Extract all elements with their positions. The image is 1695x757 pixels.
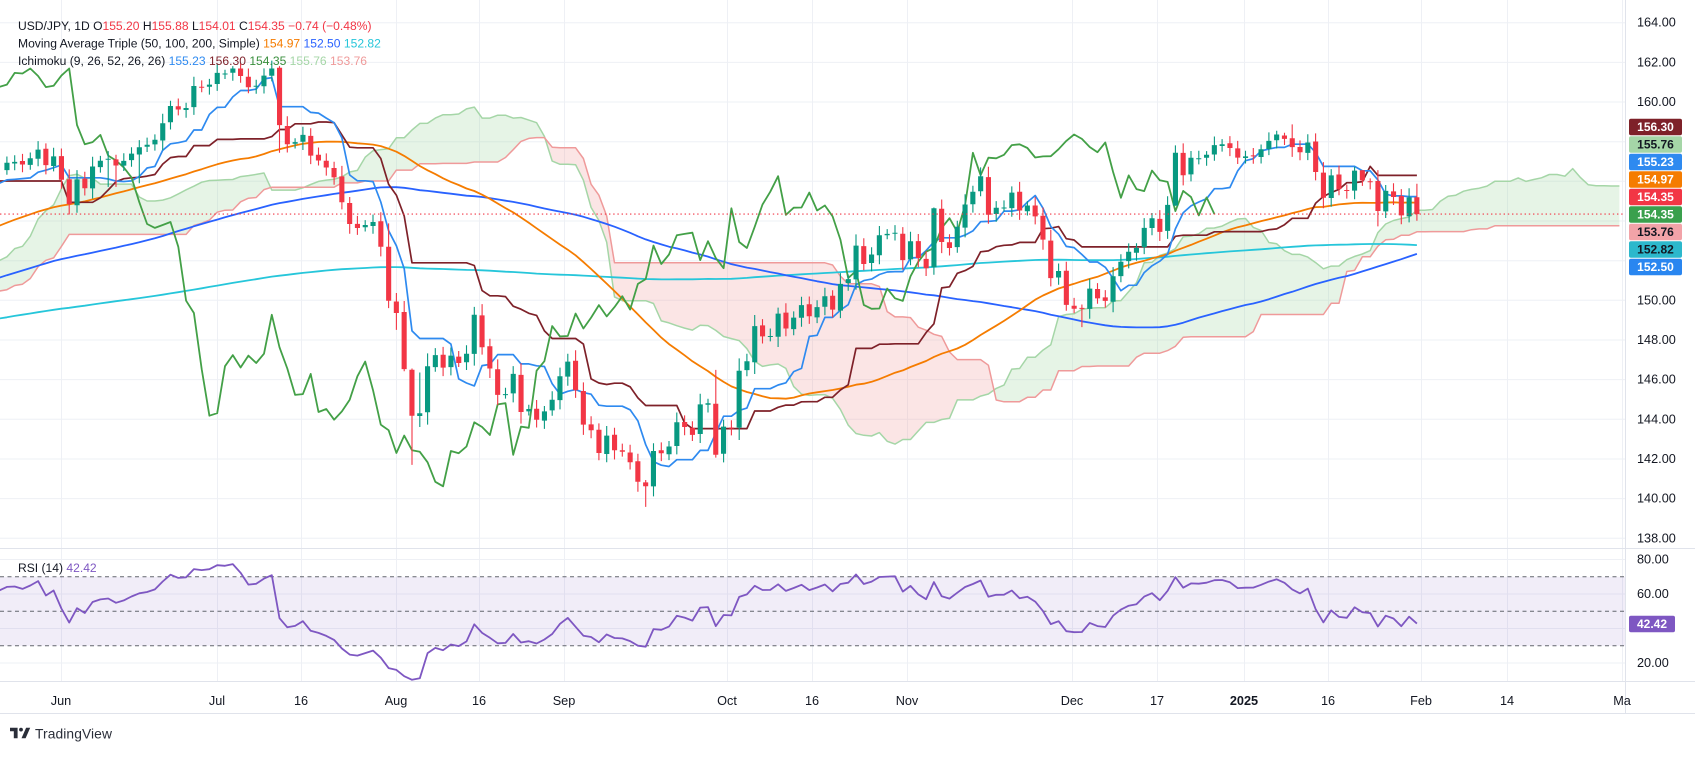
svg-text:Ma: Ma: [1613, 694, 1632, 708]
svg-text:154.35: 154.35: [1637, 190, 1674, 204]
svg-text:80.00: 80.00: [1637, 553, 1669, 567]
svg-text:164.00: 164.00: [1637, 16, 1676, 30]
svg-text:16: 16: [805, 694, 819, 708]
svg-text:Moving Average Triple (50, 100: Moving Average Triple (50, 100, 200, Sim…: [18, 37, 381, 51]
svg-text:144.00: 144.00: [1637, 412, 1676, 426]
svg-text:Jun: Jun: [51, 694, 71, 708]
svg-text:Sep: Sep: [553, 694, 576, 708]
svg-text:154.97: 154.97: [1637, 173, 1674, 187]
svg-text:152.50: 152.50: [1637, 260, 1674, 274]
svg-text:162.00: 162.00: [1637, 55, 1676, 69]
svg-text:USD/JPY, 1D O155.20 H155.88: USD/JPY, 1D O155.20 H155.88 L154.01 C154…: [18, 19, 372, 33]
svg-text:16: 16: [472, 694, 486, 708]
svg-text:42.42: 42.42: [1637, 617, 1667, 631]
svg-text:Aug: Aug: [385, 694, 408, 708]
svg-text:2025: 2025: [1230, 694, 1258, 708]
svg-text:Feb: Feb: [1410, 694, 1432, 708]
svg-text:156.30: 156.30: [1637, 120, 1674, 134]
svg-text:140.00: 140.00: [1637, 492, 1676, 506]
svg-text:138.00: 138.00: [1637, 531, 1676, 545]
svg-text:146.00: 146.00: [1637, 373, 1676, 387]
svg-text:60.00: 60.00: [1637, 587, 1669, 601]
svg-text:RSI (14) 42.42: RSI (14) 42.42: [18, 561, 97, 575]
svg-text:Dec: Dec: [1061, 694, 1084, 708]
svg-text:20.00: 20.00: [1637, 656, 1669, 670]
svg-text:16: 16: [294, 694, 308, 708]
svg-text:Jul: Jul: [209, 694, 225, 708]
svg-text:16: 16: [1321, 694, 1335, 708]
svg-text:155.76: 155.76: [1637, 138, 1674, 152]
svg-text:142.00: 142.00: [1637, 452, 1676, 466]
svg-text:Ichimoku (9, 26, 52, 26, 26): Ichimoku (9, 26, 52, 26, 26) 155.23 156.…: [18, 54, 367, 68]
svg-text:148.00: 148.00: [1637, 333, 1676, 347]
svg-text:152.82: 152.82: [1637, 243, 1674, 257]
svg-text:TradingView: TradingView: [35, 727, 112, 742]
svg-text:160.00: 160.00: [1637, 95, 1676, 109]
svg-text:14: 14: [1500, 694, 1514, 708]
svg-text:Oct: Oct: [717, 694, 737, 708]
svg-text:Nov: Nov: [896, 694, 919, 708]
svg-text:150.00: 150.00: [1637, 293, 1676, 307]
svg-text:154.35: 154.35: [1637, 208, 1674, 222]
svg-text:155.23: 155.23: [1637, 155, 1674, 169]
svg-text:153.76: 153.76: [1637, 225, 1674, 239]
svg-text:17: 17: [1150, 694, 1164, 708]
